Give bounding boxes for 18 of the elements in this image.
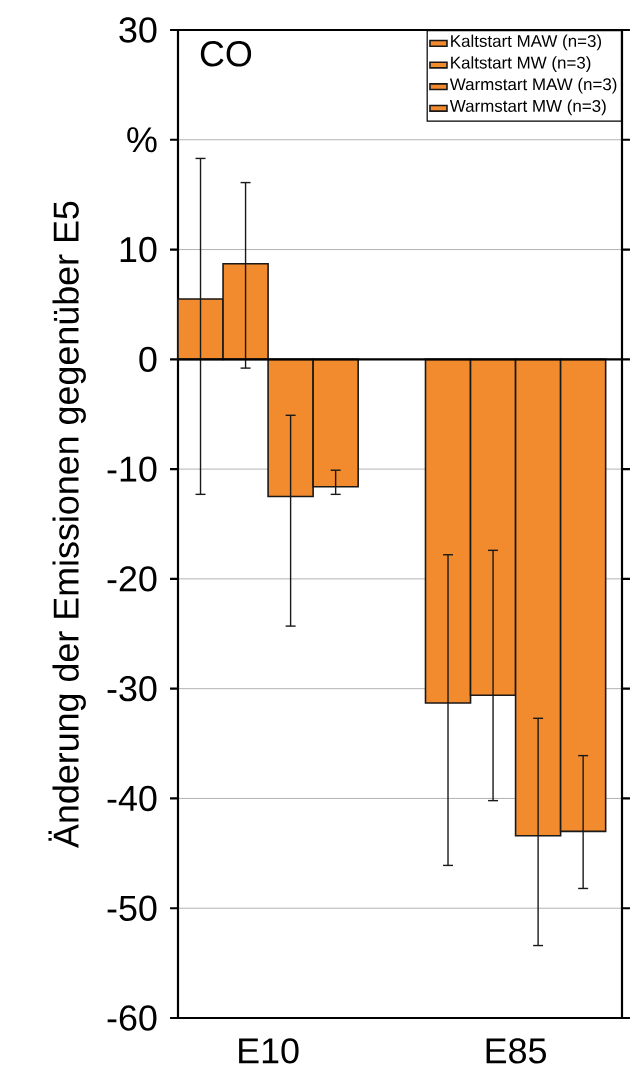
- x-tick-label: E85: [486, 1038, 546, 1064]
- chart-title: CO: [200, 41, 252, 67]
- y-tick-label: 0: [139, 346, 157, 373]
- x-tick-label: E10: [239, 1038, 299, 1064]
- y-tick-label: -30: [107, 675, 157, 702]
- y-tick-label: -20: [107, 566, 157, 592]
- legend-label: Warmstart MW (n=3): [449, 99, 606, 116]
- y-tick-label: -40: [107, 785, 157, 812]
- y-axis-title: Änderung der Emissionen gegenüber E5: [48, 201, 86, 848]
- legend-label: Kaltstart MW (n=3): [451, 56, 591, 72]
- legend-label: Kaltstart MAW (n=3): [451, 34, 601, 51]
- legend-label: Warmstart MAW (n=3): [449, 77, 617, 94]
- y-tick-label: -60: [107, 1005, 157, 1031]
- y-tick-label: 30: [119, 17, 157, 43]
- y-tick-label: %: [127, 127, 157, 153]
- y-tick-label: -50: [107, 895, 157, 921]
- y-tick-label: 10: [120, 236, 157, 263]
- y-tick-label: -10: [107, 456, 157, 482]
